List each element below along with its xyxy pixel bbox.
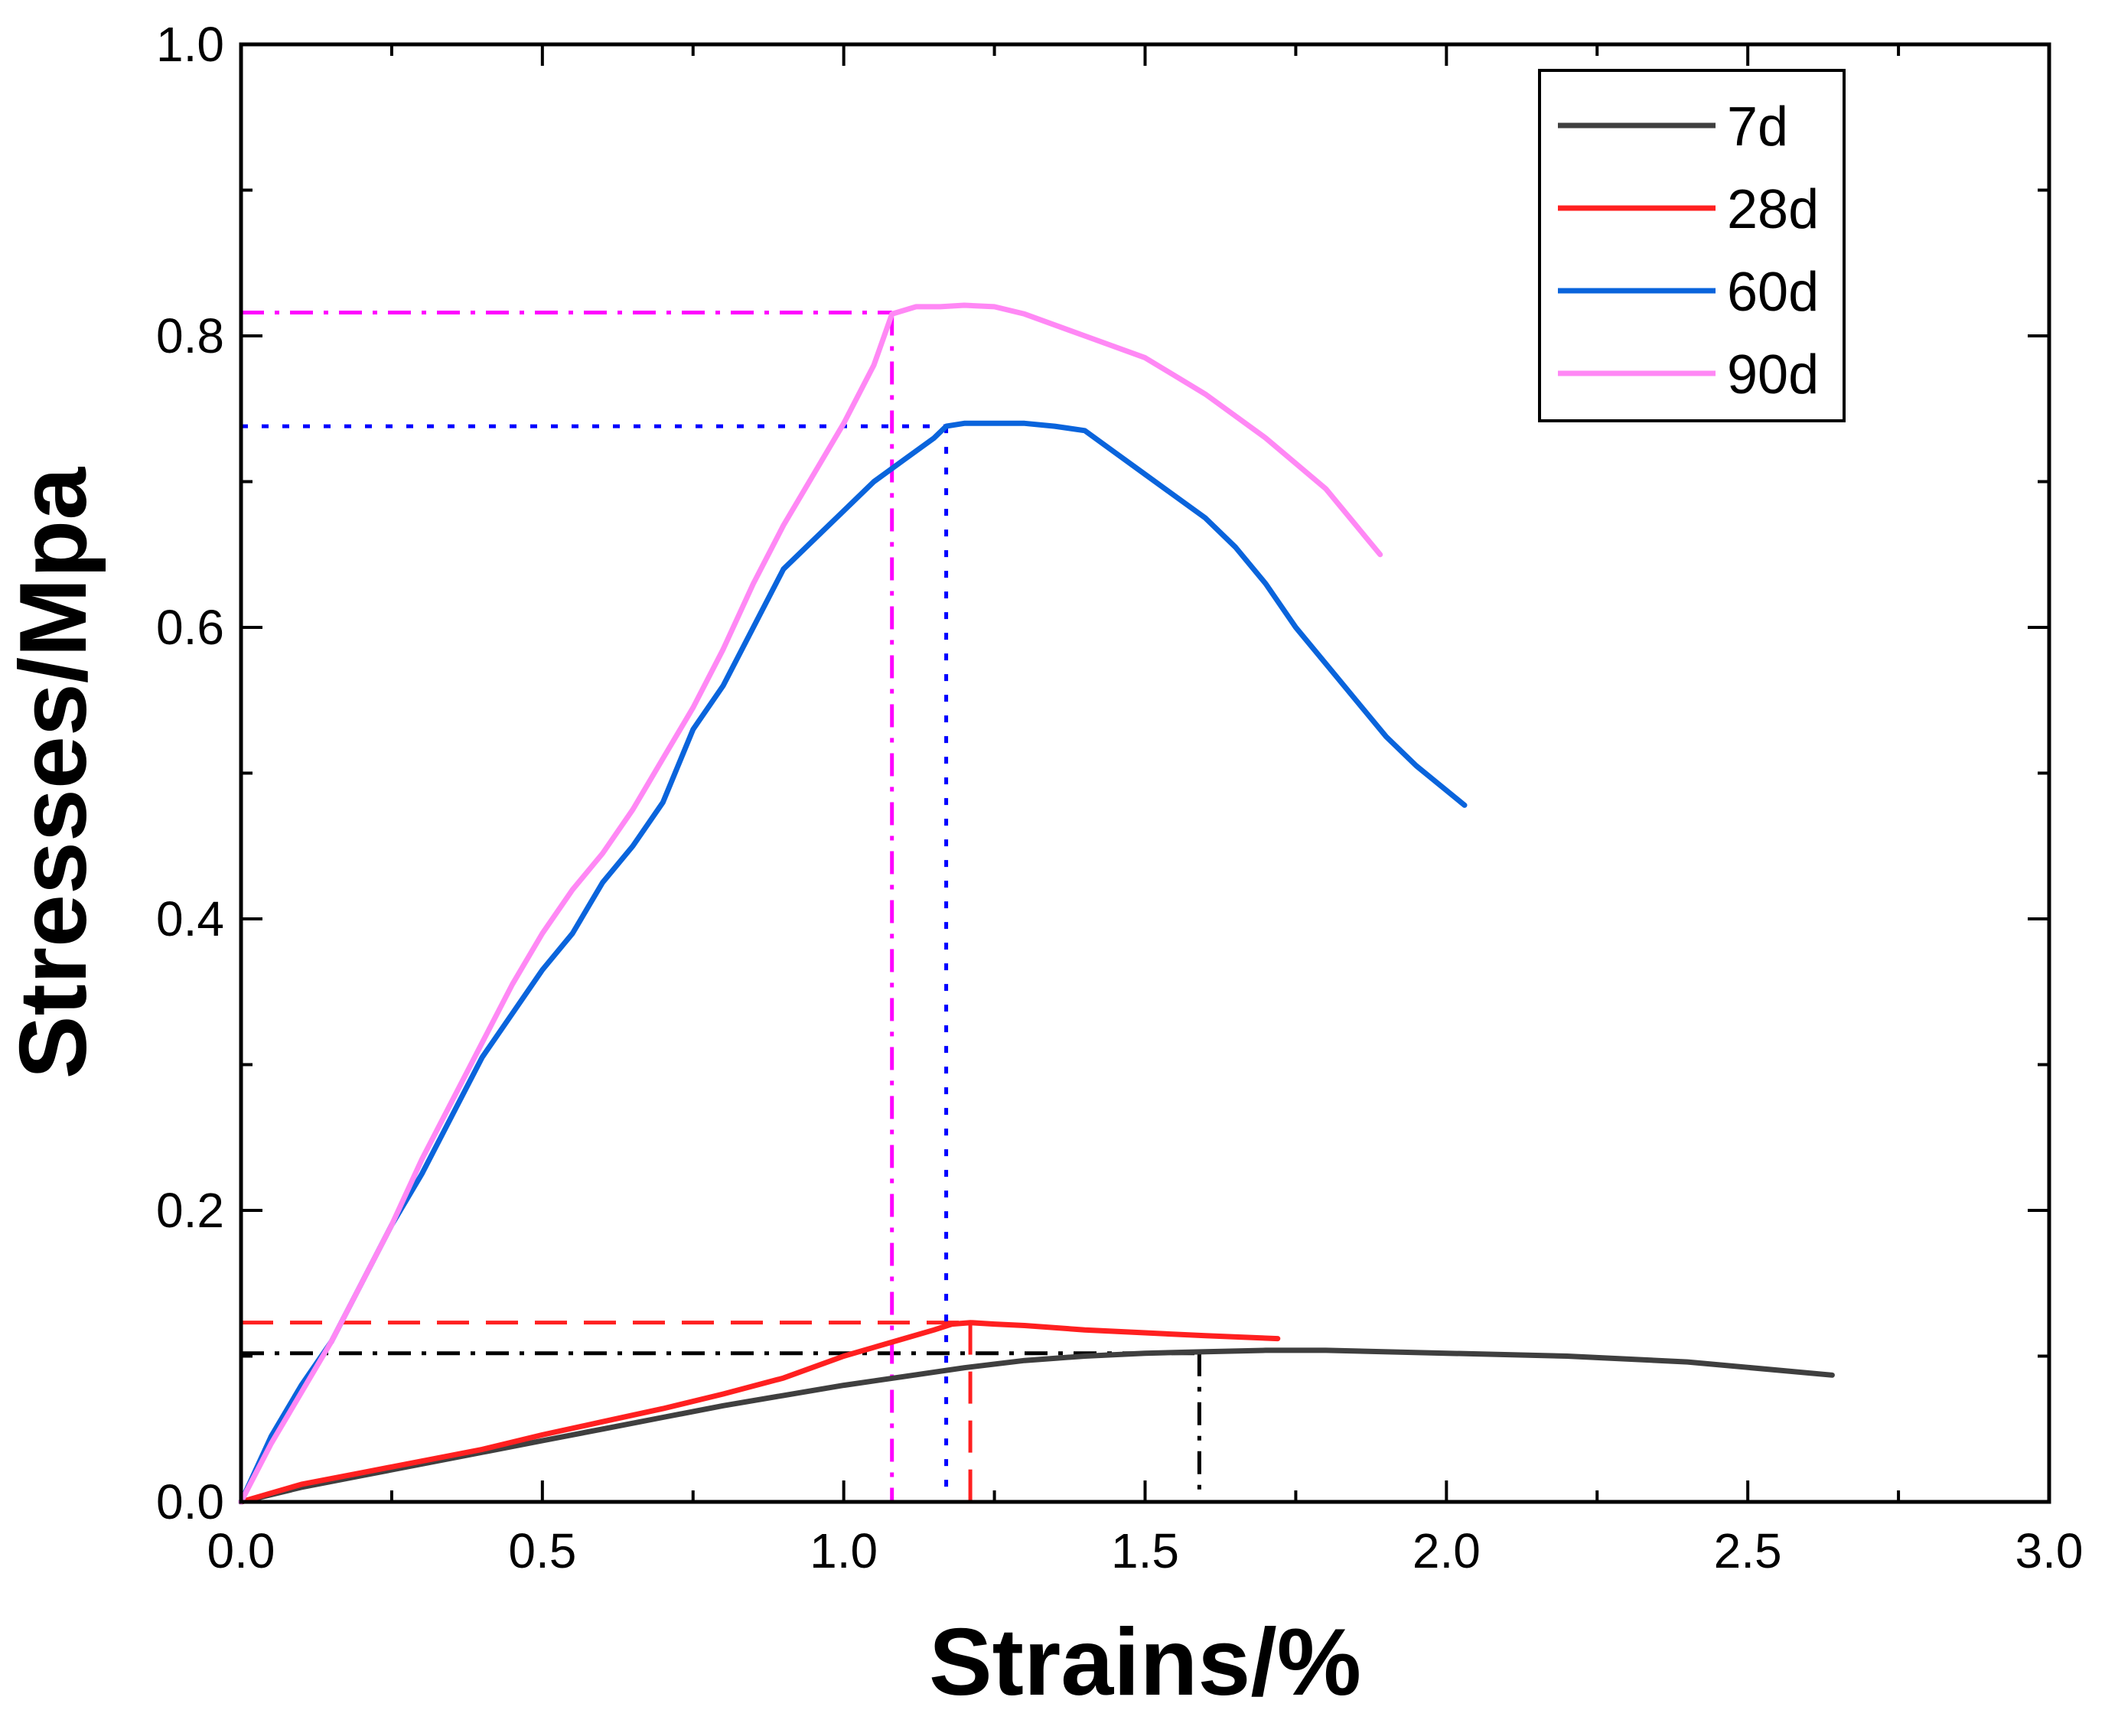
y-tick-label: 0.8 xyxy=(156,308,224,363)
x-tick-label: 1.5 xyxy=(1111,1523,1179,1578)
y-tick-label: 1.0 xyxy=(156,17,224,72)
legend-label-60d: 60d xyxy=(1727,262,1819,323)
tick-labels: 0.0 0.5 1.0 1.5 2.0 2.5 3.0 0.0 0.2 0.4 0.6 0.8 1.0 xyxy=(156,17,2083,1578)
series-line-28d xyxy=(238,1320,1281,1505)
series-line-7d xyxy=(238,1347,1835,1505)
x-tick-label: 0.0 xyxy=(207,1523,275,1578)
plot-frame xyxy=(239,42,2051,1504)
x-tick-label: 0.5 xyxy=(508,1523,576,1578)
y-tick-label: 0.4 xyxy=(156,891,224,946)
y-tick-label: 0.6 xyxy=(156,600,224,655)
x-axis-title: Strains/% xyxy=(929,1610,1361,1715)
y-tick-label: 0.0 xyxy=(156,1474,224,1529)
legend-label-28d: 28d xyxy=(1727,179,1819,240)
series-line-90d xyxy=(238,302,1383,1505)
x-tick-label: 2.0 xyxy=(1413,1523,1481,1578)
legend-label-7d: 7d xyxy=(1727,96,1788,158)
legend-label-90d: 90d xyxy=(1727,344,1819,406)
x-tick-label: 2.5 xyxy=(1714,1523,1782,1578)
legend: 7d 28d 60d 90d xyxy=(1538,69,1846,422)
series-line-60d xyxy=(238,420,1468,1505)
legend-box xyxy=(1538,69,1846,422)
y-tick-label: 0.2 xyxy=(156,1183,224,1238)
peak-reference-lines xyxy=(241,311,1201,1502)
x-tick-label: 3.0 xyxy=(2015,1523,2084,1578)
x-tick-label: 1.0 xyxy=(810,1523,878,1578)
data-series xyxy=(238,302,1835,1505)
y-axis-title: Stresses/Mpa xyxy=(1,467,106,1080)
